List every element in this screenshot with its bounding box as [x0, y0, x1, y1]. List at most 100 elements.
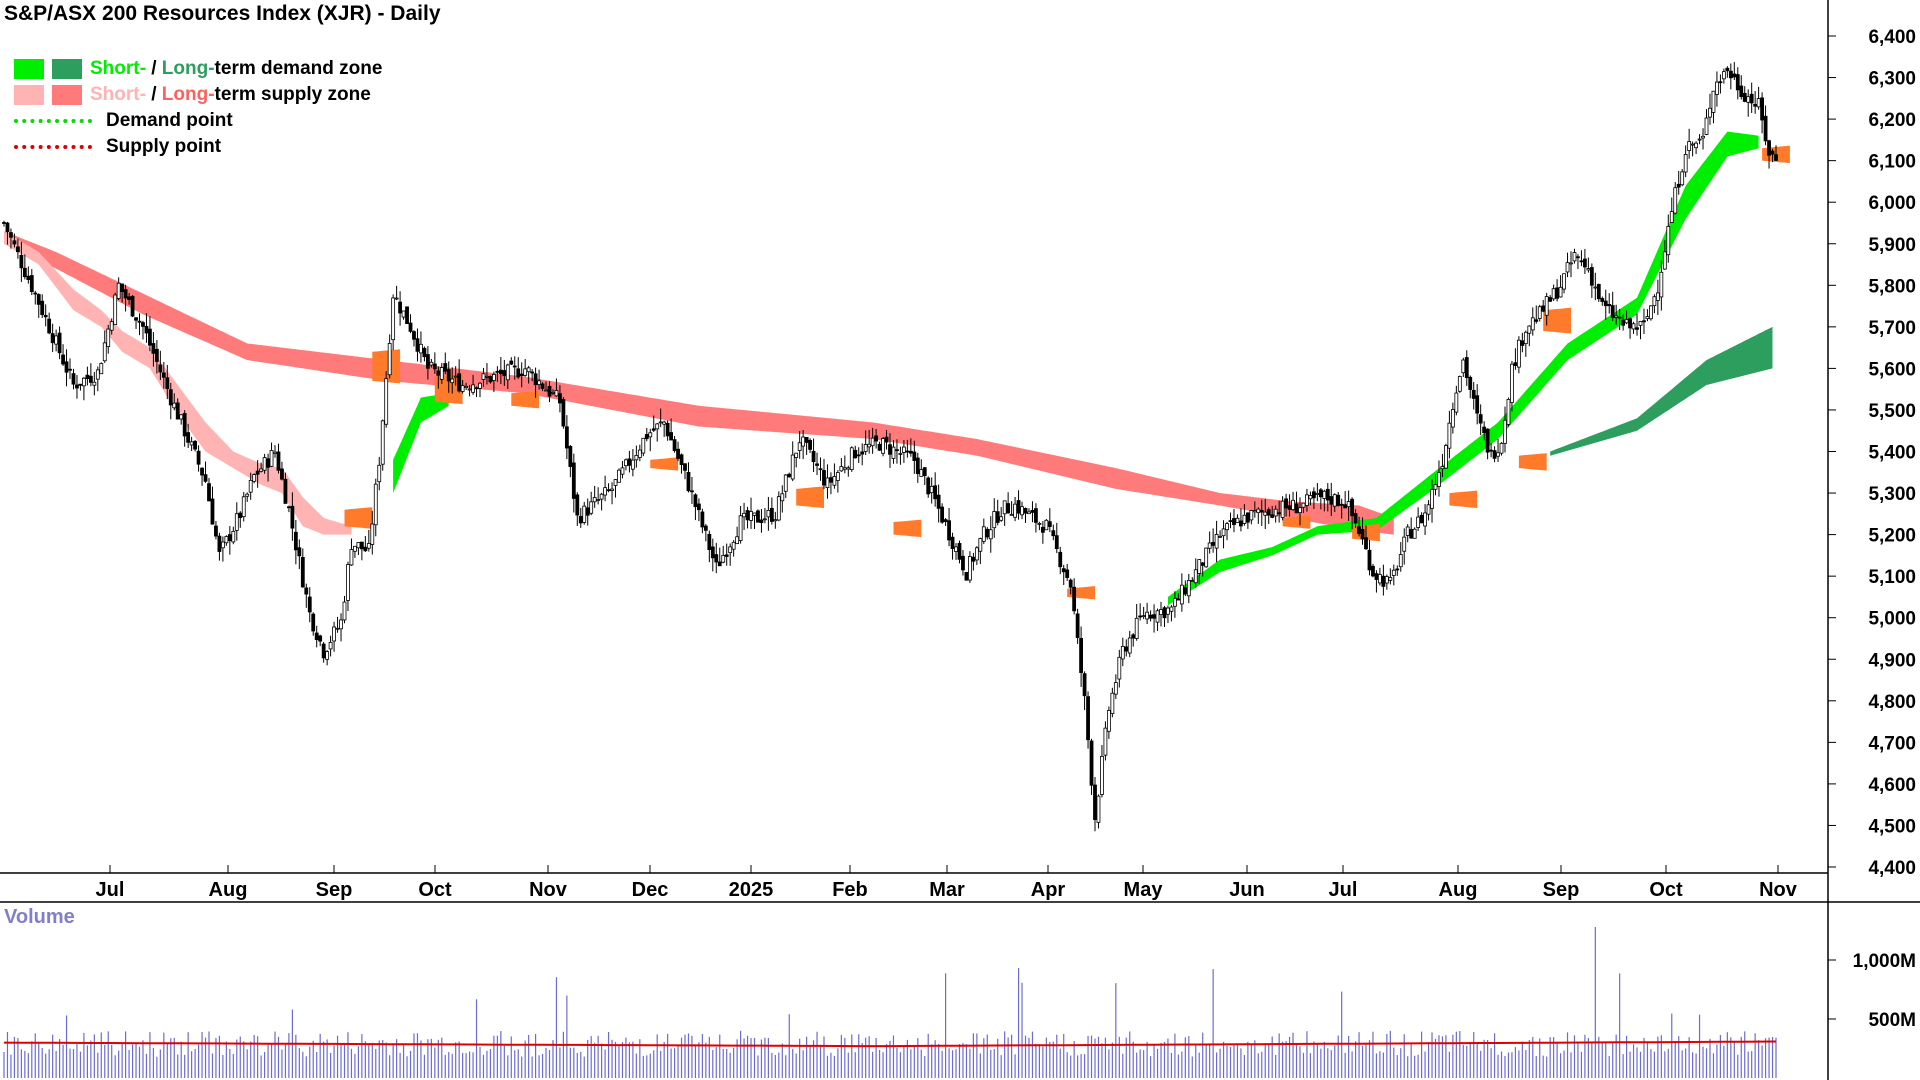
candle-body	[457, 373, 462, 392]
candle-body	[1311, 491, 1316, 499]
candle-body	[954, 546, 958, 552]
candle-body	[1694, 142, 1698, 149]
y-tick-label: 5,300	[1868, 484, 1916, 505]
candle-body	[1339, 503, 1344, 506]
candle-body	[1357, 526, 1361, 534]
candle-body	[412, 331, 416, 340]
candle-body	[1433, 484, 1438, 490]
candle-body	[1242, 514, 1247, 524]
candle-body	[1103, 727, 1108, 756]
candle-body	[1364, 537, 1368, 550]
candle-body	[1680, 171, 1685, 186]
candle-body	[370, 523, 375, 545]
y-tick-label: 4,400	[1868, 858, 1916, 879]
candle-body	[1343, 504, 1348, 509]
candle-body	[978, 538, 983, 552]
candle-body	[773, 519, 778, 522]
x-tick-label: Jun	[1229, 879, 1265, 901]
candle-body	[822, 470, 826, 486]
candle-body	[1155, 610, 1160, 623]
candle-body	[391, 297, 396, 341]
candle-body	[1291, 499, 1295, 510]
candle-body	[446, 369, 451, 382]
candle-body	[1259, 510, 1264, 513]
candle-body	[464, 386, 469, 389]
candle-body	[1708, 107, 1712, 118]
candle-body	[1322, 490, 1327, 499]
candle-body	[148, 328, 152, 346]
candle-body	[763, 518, 767, 521]
candle-body	[849, 447, 854, 470]
candle-body	[665, 422, 670, 437]
candle-body	[1027, 511, 1031, 515]
candle-body	[78, 383, 83, 386]
overlap-zone-0	[344, 507, 373, 529]
candle-body	[888, 444, 892, 455]
candle-body	[1721, 71, 1726, 80]
candle-body	[578, 515, 583, 524]
candle-body	[1072, 586, 1077, 612]
candle-body	[891, 446, 896, 459]
candle-body	[1572, 252, 1577, 262]
volume-tick-label: 500M	[1868, 1010, 1916, 1031]
candle-body	[422, 347, 427, 358]
long-supply-swatch	[52, 85, 82, 105]
candle-body	[1298, 507, 1302, 514]
candle-body	[332, 626, 336, 642]
candle-body	[495, 370, 500, 373]
candle-body	[460, 385, 465, 392]
candle-body	[658, 421, 663, 424]
candle-body	[815, 463, 819, 466]
candle-body	[425, 354, 430, 369]
candle-body	[1100, 755, 1104, 795]
candle-body	[1576, 256, 1580, 259]
x-tick-label: Nov	[1759, 879, 1798, 901]
candle-body	[530, 371, 535, 374]
candle-body	[592, 497, 597, 503]
candle-body	[172, 402, 177, 409]
legend-demand-point: Demand point	[14, 108, 382, 134]
candle-body	[1763, 115, 1768, 142]
candle-body	[366, 543, 371, 549]
candle-body	[1134, 617, 1139, 639]
candle-body	[436, 370, 441, 376]
candle-body	[1193, 569, 1198, 584]
y-tick-label: 5,200	[1868, 526, 1916, 547]
candle-body	[165, 377, 170, 390]
candle-body	[1315, 493, 1320, 496]
legend-supply-rest: term supply zone	[214, 84, 371, 105]
candle-body	[15, 246, 20, 253]
y-tick-label: 5,000	[1868, 609, 1916, 630]
candle-body	[1516, 339, 1521, 368]
short-term-demand-zone-b	[1168, 131, 1759, 606]
candle-body	[394, 297, 399, 300]
candle-body	[1642, 320, 1646, 323]
candle-body	[981, 526, 986, 542]
candle-body	[50, 333, 55, 344]
candle-body	[1492, 450, 1497, 459]
candle-body	[502, 370, 507, 377]
candle-body	[384, 378, 389, 425]
candle-body	[252, 474, 257, 482]
candle-body	[346, 564, 350, 601]
candle-body	[318, 635, 323, 642]
candle-body	[1190, 580, 1195, 582]
candle-body	[1513, 362, 1518, 367]
candle-body	[992, 511, 997, 529]
candle-body	[1464, 357, 1469, 379]
candle-body	[234, 513, 239, 531]
x-tick-label: May	[1124, 879, 1164, 901]
candle-body	[106, 328, 111, 347]
candle-body	[1384, 576, 1389, 584]
candle-body	[637, 449, 642, 458]
candle-body	[203, 474, 208, 482]
candle-body	[790, 454, 795, 480]
candle-body	[280, 468, 284, 480]
candle-body	[505, 364, 510, 381]
candle-body	[1412, 528, 1417, 539]
candle-body	[915, 457, 920, 475]
candle-body	[325, 651, 330, 660]
candle-body	[707, 533, 712, 550]
candle-body	[693, 494, 698, 508]
candle-body	[742, 512, 746, 518]
